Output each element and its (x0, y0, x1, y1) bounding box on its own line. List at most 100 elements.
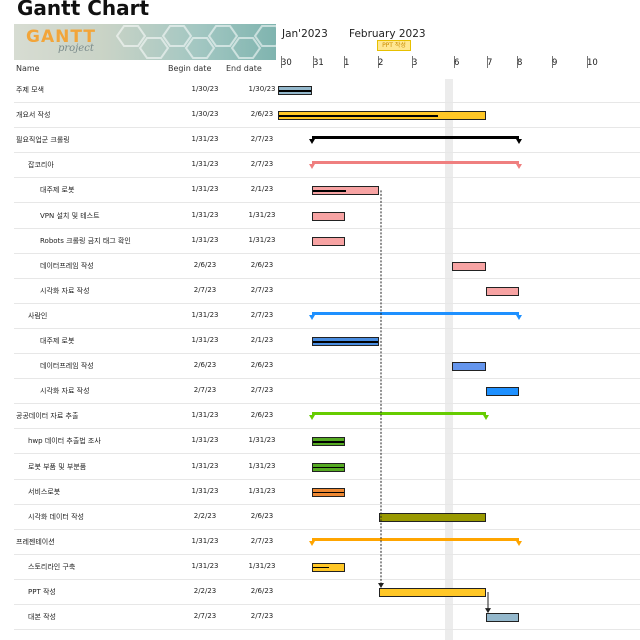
task-name[interactable]: 시각화 자료 작성 (40, 286, 90, 295)
summary-task-bar[interactable] (309, 311, 522, 320)
task-name[interactable]: Robots 크롤링 금지 태그 확인 (40, 236, 131, 245)
task-bar[interactable] (278, 86, 312, 95)
task-end-date[interactable]: 2/6/23 (250, 361, 274, 370)
task-progress (313, 566, 329, 569)
summary-task-bar[interactable] (309, 412, 489, 421)
column-header-name[interactable]: Name (16, 64, 40, 73)
task-name[interactable]: hwp 데이터 추출법 조사 (28, 437, 101, 446)
task-name[interactable]: 데이터프레임 작성 (40, 261, 94, 270)
task-progress (313, 441, 344, 443)
task-name[interactable]: 주제 모색 (16, 86, 44, 94)
summary-task-bar[interactable] (309, 161, 522, 170)
summary-task-bar[interactable] (309, 537, 522, 546)
task-bar[interactable] (379, 588, 486, 597)
task-bar[interactable] (312, 462, 345, 472)
task-name[interactable]: 개요서 작성 (16, 111, 51, 120)
task-end-date[interactable]: 1/31/23 (248, 486, 276, 495)
task-name[interactable]: 대본 작성 (28, 613, 56, 622)
task-begin-date[interactable]: 1/30/23 (191, 110, 219, 119)
task-begin-date[interactable]: 1/31/23 (191, 436, 219, 445)
task-begin-date[interactable]: 2/2/23 (193, 587, 217, 595)
task-bar[interactable] (486, 613, 519, 623)
task-bar[interactable] (486, 387, 519, 397)
task-end-date[interactable]: 1/31/23 (248, 561, 276, 570)
column-header-end[interactable]: End date (226, 64, 262, 73)
task-end-date[interactable]: 1/30/23 (248, 85, 276, 93)
task-begin-date[interactable]: 2/6/23 (193, 260, 217, 269)
task-bar[interactable] (486, 286, 519, 296)
summary-right-cap (516, 164, 522, 170)
summary-task-bar[interactable] (309, 136, 522, 145)
task-begin-date[interactable]: 1/31/23 (191, 235, 219, 244)
task-begin-date[interactable]: 1/31/23 (191, 210, 219, 219)
task-end-date[interactable]: 1/31/23 (248, 235, 276, 244)
task-end-date[interactable]: 2/1/23 (250, 336, 274, 344)
task-bar[interactable] (312, 337, 379, 346)
task-begin-date[interactable]: 1/31/23 (191, 411, 219, 420)
task-end-date[interactable]: 2/7/23 (250, 285, 274, 294)
task-begin-date[interactable]: 1/31/23 (191, 461, 219, 470)
task-begin-date[interactable]: 1/31/23 (191, 310, 219, 319)
task-begin-date[interactable]: 1/31/23 (191, 135, 219, 144)
task-bar[interactable] (312, 236, 345, 246)
task-bar[interactable] (452, 261, 486, 271)
row-divider (14, 252, 640, 254)
task-bar[interactable] (312, 437, 345, 447)
column-header-begin[interactable]: Begin date (168, 64, 212, 73)
task-end-date[interactable]: 2/7/23 (250, 310, 274, 319)
task-name[interactable]: 잡코리아 (28, 161, 54, 170)
task-name[interactable]: VPN 설치 및 테스트 (40, 211, 100, 220)
row-divider (14, 302, 640, 304)
task-name[interactable]: 시각화 자료 작성 (40, 387, 90, 396)
task-bar[interactable] (278, 111, 486, 121)
task-end-date[interactable]: 2/7/23 (250, 612, 274, 621)
task-begin-date[interactable]: 2/2/23 (193, 511, 217, 520)
task-end-date[interactable]: 2/6/23 (250, 260, 274, 269)
task-bar[interactable] (379, 512, 486, 522)
row-divider (14, 127, 640, 129)
summary-left-cap (309, 540, 315, 546)
task-end-date[interactable]: 2/1/23 (250, 185, 274, 194)
task-end-date[interactable]: 2/7/23 (250, 160, 274, 169)
task-end-date[interactable]: 2/7/23 (250, 536, 274, 545)
task-end-date[interactable]: 2/6/23 (250, 411, 274, 420)
task-progress (313, 466, 344, 468)
task-begin-date[interactable]: 2/6/23 (193, 361, 217, 370)
task-name[interactable]: 로봇 부품 및 부분품 (28, 462, 87, 471)
task-bar[interactable] (312, 211, 345, 221)
task-bar[interactable] (312, 562, 345, 572)
task-begin-date[interactable]: 1/31/23 (191, 336, 219, 344)
task-name[interactable]: PPT 작성 (28, 588, 56, 596)
task-begin-date[interactable]: 1/30/23 (191, 85, 219, 93)
task-name[interactable]: 필요직업군 크롤링 (16, 136, 70, 145)
task-begin-date[interactable]: 1/31/23 (191, 185, 219, 194)
task-begin-date[interactable]: 1/31/23 (191, 160, 219, 169)
task-begin-date[interactable]: 1/31/23 (191, 486, 219, 495)
task-end-date[interactable]: 2/6/23 (250, 587, 274, 595)
task-name[interactable]: 공공데이터 자료 추출 (16, 412, 79, 421)
task-name[interactable]: 대주제 로봇 (40, 186, 75, 195)
task-name[interactable]: 시각화 데이터 작성 (28, 512, 84, 521)
task-bar[interactable] (312, 186, 379, 196)
task-end-date[interactable]: 1/31/23 (248, 461, 276, 470)
task-begin-date[interactable]: 2/7/23 (193, 612, 217, 621)
task-begin-date[interactable]: 1/31/23 (191, 536, 219, 545)
task-name[interactable]: 대주제 로봇 (40, 337, 75, 345)
task-begin-date[interactable]: 1/31/23 (191, 561, 219, 570)
task-progress (313, 491, 344, 494)
task-begin-date[interactable]: 2/7/23 (193, 285, 217, 294)
task-name[interactable]: 서비스로봇 (28, 487, 61, 496)
task-name[interactable]: 데이터프레임 작성 (40, 362, 94, 371)
task-name[interactable]: 프레젠테이션 (16, 537, 55, 546)
task-name[interactable]: 스토리라인 구축 (28, 562, 76, 571)
task-begin-date[interactable]: 2/7/23 (193, 386, 217, 395)
task-end-date[interactable]: 2/6/23 (250, 511, 274, 520)
task-name[interactable]: 사람인 (28, 311, 48, 320)
task-end-date[interactable]: 2/6/23 (250, 110, 274, 119)
task-end-date[interactable]: 1/31/23 (248, 210, 276, 219)
task-bar[interactable] (312, 487, 345, 497)
task-bar[interactable] (452, 362, 486, 372)
task-end-date[interactable]: 1/31/23 (248, 436, 276, 445)
task-end-date[interactable]: 2/7/23 (250, 386, 274, 395)
task-end-date[interactable]: 2/7/23 (250, 135, 274, 144)
